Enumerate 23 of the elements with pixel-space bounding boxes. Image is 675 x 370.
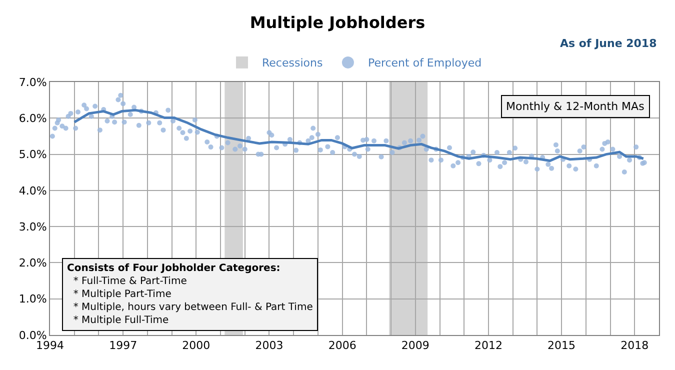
y-tick-label: 1.0% <box>18 292 47 306</box>
legend-label: Recessions <box>262 56 323 70</box>
x-tick-label: 2003 <box>255 339 284 352</box>
chart-title: Multiple Jobholders <box>250 12 426 32</box>
y-tick-label: 6.0% <box>18 112 47 125</box>
y-tick-label: 4.0% <box>18 184 47 198</box>
x-tick-label: 2006 <box>328 339 356 352</box>
x-tick-label: 2012 <box>474 339 502 352</box>
x-tick-label: 1994 <box>36 339 64 352</box>
y-tick-label: 3.0% <box>18 220 47 234</box>
y-tick-label: 7.0% <box>18 76 47 89</box>
text: As of June 2018 <box>560 37 657 50</box>
x-tick-label: 2015 <box>548 339 576 352</box>
y-tick-label: 5.0% <box>18 148 47 162</box>
x-tick-label: 2018 <box>620 339 649 352</box>
y-tick-label: 0.0% <box>18 328 47 342</box>
y-tick-label: 2.0% <box>18 256 47 270</box>
legend-label: Percent of Employed <box>368 56 482 70</box>
x-tick-label: 1997 <box>109 339 138 352</box>
annotation: Monthly & 12-Month MAs <box>506 100 645 113</box>
x-tick-label: 2009 <box>401 339 430 352</box>
x-tick-label: 2000 <box>182 339 210 352</box>
annotation: Consists of Four Jobholder Categores: * Full-Time & Part-Time * Multiple Part-Time * Multiple, hours vary between Full- & Part Time * Multiple Full-Time <box>67 263 313 326</box>
